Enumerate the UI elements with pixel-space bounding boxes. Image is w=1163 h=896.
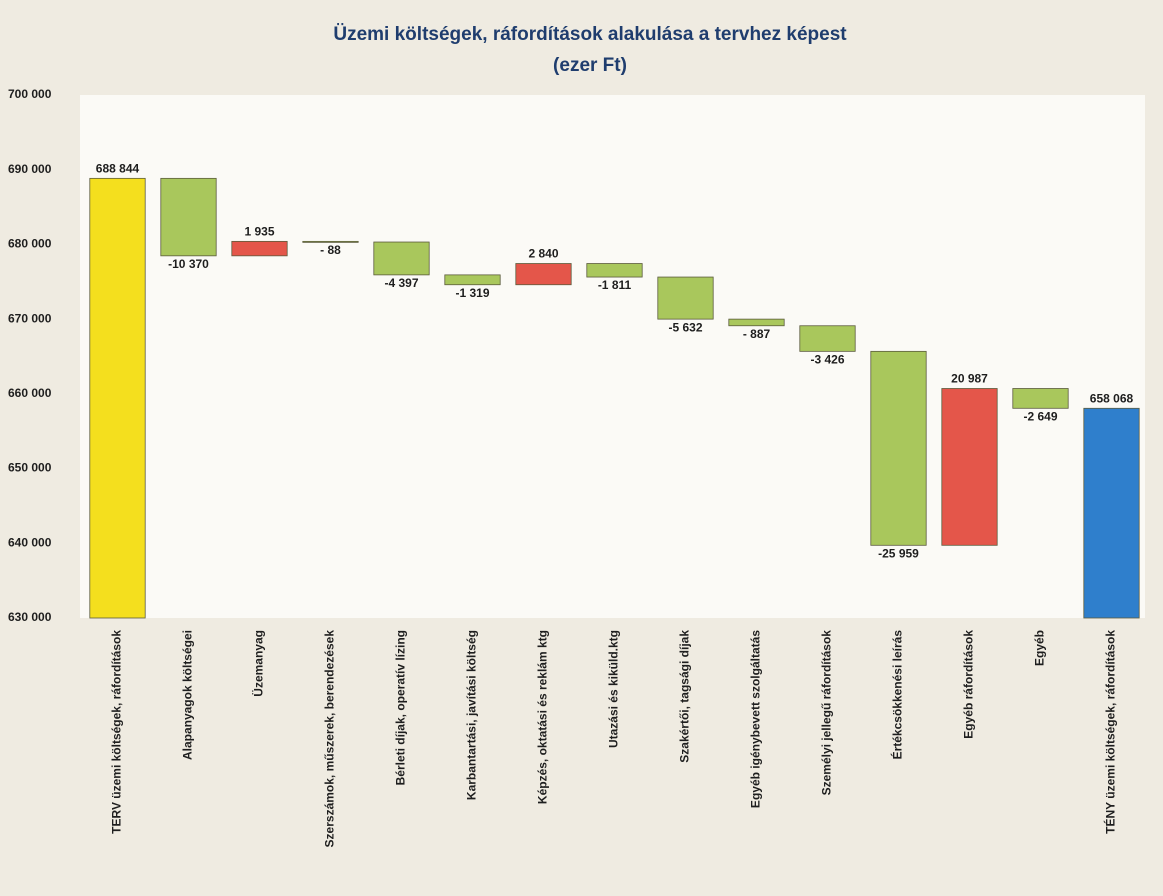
value-label: 20 987 — [951, 372, 988, 386]
bar — [870, 350, 927, 546]
y-tick-label: 630 000 — [8, 610, 52, 624]
bar — [89, 177, 146, 619]
chart-subtitle: (ezer Ft) — [553, 55, 627, 76]
bar — [515, 263, 572, 286]
x-tick-label: TERV üzemi költségek, ráfordítások — [110, 630, 124, 834]
bar — [302, 240, 359, 243]
value-label: -1 319 — [455, 286, 489, 300]
value-label: -1 811 — [598, 278, 632, 292]
bar — [657, 276, 714, 320]
value-label: -3 426 — [810, 353, 844, 367]
x-tick-label: Karbantartási, javítási költség — [465, 630, 479, 800]
value-label: - 887 — [743, 327, 771, 341]
bar — [941, 388, 998, 546]
bar — [728, 318, 785, 327]
value-label: -10 370 — [168, 257, 209, 271]
value-label: - 88 — [320, 243, 341, 257]
x-tick-label: Egyéb igénybevett szolgáltatás — [749, 630, 763, 808]
bar — [1083, 407, 1140, 619]
x-tick-label: Egyéb ráfordítások — [962, 630, 976, 739]
value-label: -5 632 — [668, 320, 702, 334]
x-tick-label: Egyéb — [1033, 630, 1047, 666]
value-label: 1 935 — [244, 225, 274, 239]
y-tick-label: 640 000 — [8, 535, 52, 549]
value-label: -25 959 — [878, 546, 919, 560]
x-tick-label: Utazási és kiküld.ktg — [607, 630, 621, 748]
x-tick-label: Szerszámok, műszerek, berendezések — [323, 630, 337, 848]
bar — [586, 263, 643, 278]
y-tick-label: 670 000 — [8, 311, 52, 325]
bar — [231, 240, 288, 257]
bar — [1012, 388, 1069, 409]
x-tick-label: Személyi jellegű ráfordítások — [820, 630, 834, 796]
value-label: 2 840 — [528, 247, 558, 261]
x-tick-label: Képzés, oktatási és reklám ktg — [536, 630, 550, 804]
x-tick-label: TÉNY üzemi költségek, ráfordítások — [1103, 630, 1118, 834]
bar — [160, 177, 217, 257]
value-label: 688 844 — [96, 162, 140, 176]
value-label: -4 397 — [384, 276, 418, 290]
bar — [444, 274, 501, 286]
x-tick-label: Üzemanyag — [251, 630, 266, 697]
x-tick-label: Alapanyagok költségei — [181, 630, 195, 760]
value-label: -2 649 — [1023, 409, 1057, 423]
y-tick-label: 650 000 — [8, 461, 52, 475]
chart-title: Üzemi költségek, ráfordítások alakulása … — [333, 24, 847, 45]
x-tick-label: Értékcsökkenési leírás — [890, 630, 905, 760]
y-tick-label: 660 000 — [8, 386, 52, 400]
value-label: 658 068 — [1090, 391, 1134, 405]
y-tick-label: 690 000 — [8, 162, 52, 176]
x-tick-label: Szakértői, tagsági díjak — [678, 630, 692, 763]
bar — [373, 241, 430, 276]
bar — [799, 325, 856, 352]
x-tick-label: Bérleti díjak, operatív lízing — [394, 630, 408, 785]
y-tick-label: 680 000 — [8, 237, 52, 251]
y-tick-label: 700 000 — [8, 87, 52, 101]
